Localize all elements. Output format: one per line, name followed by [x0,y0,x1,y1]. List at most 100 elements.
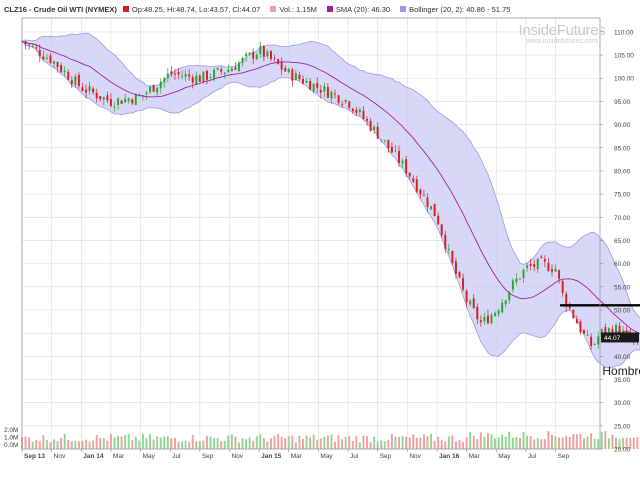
volume-bar [373,436,376,449]
candle-body [593,343,596,345]
last-price-label: 44.07 [604,335,621,342]
candle-body [369,120,372,131]
y-tick-label: 100.00 [614,76,634,83]
candle [330,90,333,105]
candle [326,83,329,99]
candle-body [590,336,593,347]
ohlc-legend: Op:48.25, Hi:48.74, Lo:43.57, Cl:44.07 [122,5,260,14]
candle [440,223,443,239]
candle [469,298,472,307]
candle [149,85,152,95]
volume-bar [543,439,546,449]
candle [543,255,546,268]
volume-bar [74,440,77,449]
candle [252,48,255,65]
candle [220,66,223,75]
candle-body [625,330,628,332]
y-tick-label: 105.00 [614,53,634,60]
candle-body [95,92,98,99]
candle [319,85,322,99]
candle [597,331,600,349]
candle [259,41,262,59]
bollinger-swatch-icon [400,6,407,12]
volume-bar [277,434,280,449]
sma-line [21,40,640,335]
candle-body [63,70,66,73]
candle [351,107,354,114]
candle-body [92,88,95,93]
candle [533,259,536,272]
candle [63,66,66,77]
candle [198,73,201,82]
volume-bar [479,432,482,449]
volume-bar [205,435,208,449]
volume-bar [483,436,486,449]
candle-body [38,50,41,57]
volume-bar [554,436,557,449]
candle [376,122,379,140]
volume-bar [213,438,216,449]
candle-body [102,97,105,100]
volume-bar [504,436,507,449]
candle-body [270,51,272,60]
candle-body [515,278,518,283]
candle-body [348,101,351,108]
volume-tick-label: 0.0M [4,442,18,449]
volume-bar [472,435,475,449]
candle [472,294,475,310]
candle [334,89,336,99]
volume-bar [319,438,322,449]
ohlc-swatch-icon [122,6,129,12]
volume-bar [593,438,596,449]
candle [230,66,233,72]
candle [572,309,575,320]
volume-bar [433,440,436,449]
volume-bar [330,434,333,449]
candle [437,212,440,225]
candle-body [483,317,486,322]
candle-body [536,258,539,270]
candle-body [604,327,607,335]
volume-bar [323,436,326,449]
y-tick-label: 30.00 [614,400,631,407]
candle [124,93,127,104]
x-tick-label: Nov [231,453,243,460]
candle [433,203,436,217]
x-tick-label: Sep 13 [24,453,45,460]
candle [138,93,141,97]
candle-body [615,324,617,335]
candle [131,97,134,106]
candle-body [561,281,564,293]
candle-body [309,80,312,90]
candle-body [373,126,376,130]
candle-body [358,109,361,112]
bollinger-readout: Bollinger (20, 2): 40.86 - 51.75 [409,4,511,14]
candle-body [117,98,120,105]
volume-bar [344,436,347,449]
candle [366,116,368,127]
candle-body [138,95,141,97]
candle-body [181,76,184,77]
y-axis-ticks: 20.0025.0030.0035.0040.0045.0050.0055.00… [600,29,634,454]
candle-body [159,81,162,89]
candle-body [319,90,322,93]
candle-body [419,189,422,195]
candle [430,206,433,211]
candle-body [234,67,237,70]
candle [540,254,543,259]
candle-body [245,53,248,56]
candle-body [387,139,390,148]
candle [511,278,514,293]
candle-body [85,89,88,93]
volume-bar [131,440,134,449]
candle [412,175,415,184]
x-axis-ticks: Sep 13 Nov Jan 14 Mar May Jul Sep Nov Jan 15 Mar M… [21,449,569,460]
volume-bar [287,436,290,449]
candle [476,303,479,325]
y-tick-label: 80.00 [614,168,631,175]
candle-body [109,98,112,106]
candle-body [472,298,475,308]
candle [280,57,283,76]
volume-tick-label: 2.0M [4,427,18,434]
